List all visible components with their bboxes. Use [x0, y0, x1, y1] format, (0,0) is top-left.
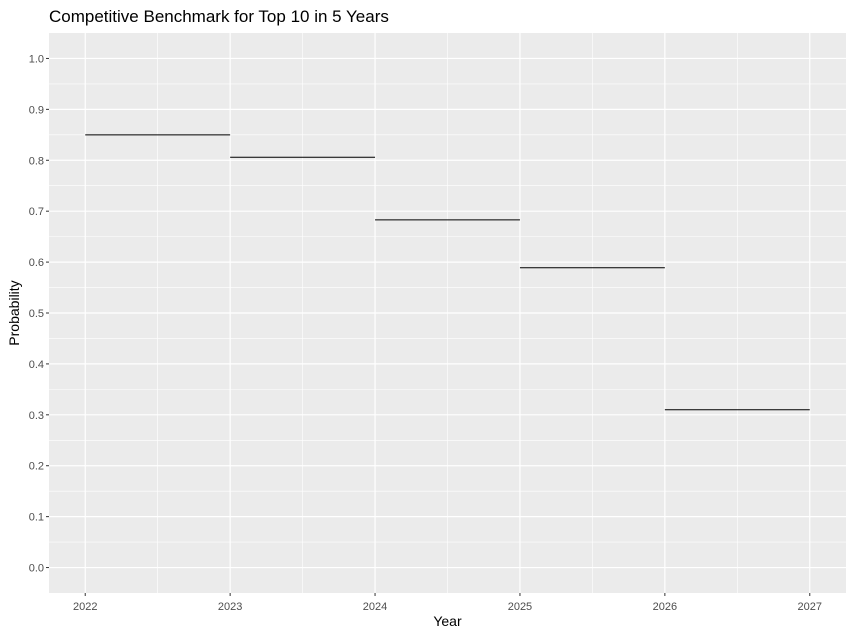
- y-tick-label: 0.4: [29, 359, 44, 371]
- step-segments: [85, 134, 810, 411]
- chart-title: Competitive Benchmark for Top 10 in 5 Ye…: [49, 7, 389, 26]
- x-tick-label: 2023: [218, 601, 242, 613]
- y-tick-label: 0.2: [29, 461, 44, 473]
- y-tick-label: 0.3: [29, 410, 44, 422]
- y-tick-label: 0.8: [29, 155, 44, 167]
- y-tick-label: 0.7: [29, 206, 44, 218]
- x-tick-label: 2025: [508, 601, 532, 613]
- x-axis-title: Year: [433, 613, 462, 629]
- y-tick-label: 0.5: [29, 308, 44, 320]
- y-tick-label: 0.9: [29, 104, 44, 116]
- y-tick-label: 0.0: [29, 563, 44, 575]
- x-tick-label: 2024: [363, 601, 387, 613]
- y-tick-label: 0.1: [29, 512, 44, 524]
- y-tick-label: 1.0: [29, 53, 44, 65]
- x-tick-label: 2027: [798, 601, 822, 613]
- y-tick-label: 0.6: [29, 257, 44, 269]
- y-axis-title: Probability: [6, 280, 22, 345]
- major-gridlines: [49, 33, 846, 593]
- x-tick-label: 2022: [73, 601, 97, 613]
- y-axis: 0.0 0.1 0.2 0.3 0.4 0.5 0.6 0.7 0.8 0.9 1.0: [29, 53, 49, 575]
- x-axis: 2022 2023 2024 2025 2026 2027: [73, 593, 822, 613]
- x-tick-label: 2026: [653, 601, 677, 613]
